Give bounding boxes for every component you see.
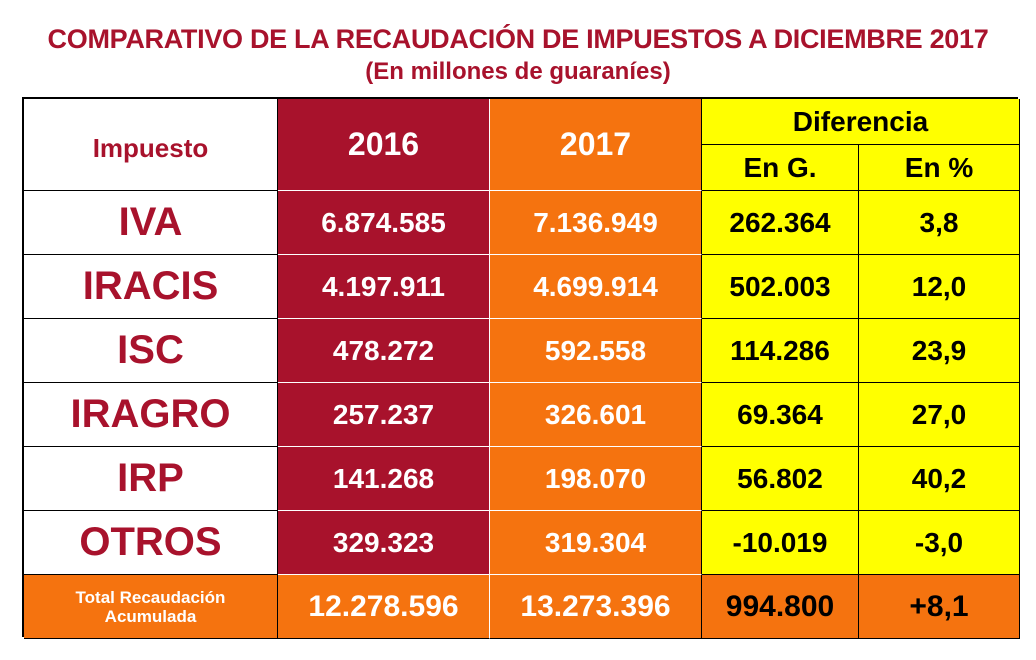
row-diff-g: 114.286 (702, 319, 859, 383)
row-value-2016: 141.268 (278, 447, 490, 511)
row-diff-g: 56.802 (702, 447, 859, 511)
row-value-2016: 4.197.911 (278, 255, 490, 319)
row-value-2017: 319.304 (490, 511, 702, 575)
row-diff-pct: 23,9 (859, 319, 1020, 383)
chart-subtitle: (En millones de guaraníes) (365, 58, 671, 85)
total-label-line2: Acumulada (104, 606, 197, 626)
header-2016: 2016 (278, 99, 490, 191)
row-tax-name: IRAGRO (24, 383, 278, 447)
tax-comparison-table: Impuesto 2016 2017 Diferencia En G. En %… (22, 97, 1020, 639)
row-value-2017: 326.601 (490, 383, 702, 447)
total-2016: 12.278.596 (278, 575, 490, 639)
row-value-2017: 4.699.914 (490, 255, 702, 319)
row-tax-name: IRACIS (24, 255, 278, 319)
row-diff-g: 502.003 (702, 255, 859, 319)
row-diff-pct: 40,2 (859, 447, 1020, 511)
row-diff-g: 69.364 (702, 383, 859, 447)
row-diff-pct: 27,0 (859, 383, 1020, 447)
row-value-2016: 6.874.585 (278, 191, 490, 255)
row-diff-pct: 12,0 (859, 255, 1020, 319)
total-2017: 13.273.396 (490, 575, 702, 639)
row-diff-g: 262.364 (702, 191, 859, 255)
row-diff-pct: -3,0 (859, 511, 1020, 575)
row-value-2017: 592.558 (490, 319, 702, 383)
total-label-line1: Total Recaudación (75, 587, 226, 607)
header-en-g: En G. (702, 145, 859, 191)
total-diff-pct: +8,1 (859, 575, 1020, 639)
row-tax-name: ISC (24, 319, 278, 383)
total-label: Total Recaudación Acumulada (24, 575, 278, 639)
row-diff-pct: 3,8 (859, 191, 1020, 255)
header-diferencia: Diferencia (702, 99, 1020, 145)
total-diff-g: 994.800 (702, 575, 859, 639)
row-tax-name: IRP (24, 447, 278, 511)
chart-title: COMPARATIVO DE LA RECAUDACIÓN DE IMPUEST… (47, 24, 989, 54)
row-diff-g: -10.019 (702, 511, 859, 575)
row-tax-name: OTROS (24, 511, 278, 575)
row-value-2017: 198.070 (490, 447, 702, 511)
row-tax-name: IVA (24, 191, 278, 255)
row-value-2017: 7.136.949 (490, 191, 702, 255)
row-value-2016: 478.272 (278, 319, 490, 383)
header-2017: 2017 (490, 99, 702, 191)
row-value-2016: 257.237 (278, 383, 490, 447)
header-en-pct: En % (859, 145, 1020, 191)
header-impuesto: Impuesto (24, 99, 278, 191)
row-value-2016: 329.323 (278, 511, 490, 575)
